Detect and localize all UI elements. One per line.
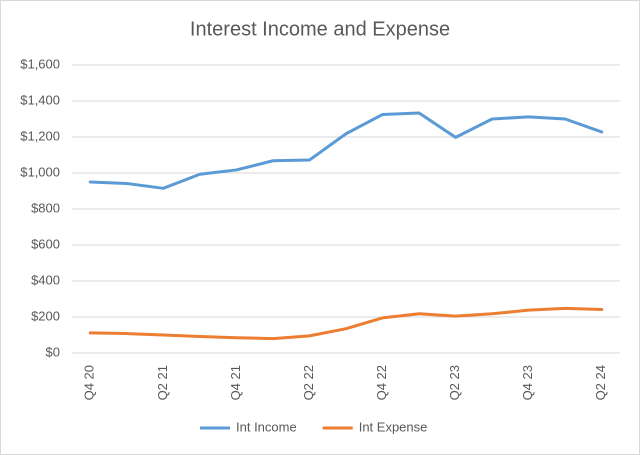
- y-tick-label: $200: [31, 308, 60, 323]
- y-tick-label: $0: [46, 344, 60, 359]
- x-tick-label: Q4 22: [374, 365, 389, 400]
- y-tick-label: $1,000: [20, 164, 60, 179]
- line-series: [88, 306, 604, 341]
- y-tick-label: $400: [31, 272, 60, 287]
- chart-title: Interest Income and Expense: [190, 18, 450, 40]
- x-tick-label: Q4 20: [82, 365, 97, 400]
- x-tick-label: Q2 24: [593, 365, 608, 400]
- legend-label: Int Expense: [359, 419, 428, 434]
- y-tick-label: $600: [31, 236, 60, 251]
- y-tick-label: $800: [31, 200, 60, 215]
- x-tick-label: Q2 21: [155, 365, 170, 400]
- x-tick-label: Q2 22: [301, 365, 316, 400]
- x-tick-label: Q2 23: [447, 365, 462, 400]
- x-tick-label: Q4 23: [520, 365, 535, 400]
- legend-label: Int Income: [236, 419, 297, 434]
- x-tick-label: Q4 21: [228, 365, 243, 400]
- y-tick-label: $1,600: [20, 56, 60, 71]
- y-tick-label: $1,400: [20, 92, 60, 107]
- line-series: [88, 111, 604, 190]
- y-tick-label: $1,200: [20, 128, 60, 143]
